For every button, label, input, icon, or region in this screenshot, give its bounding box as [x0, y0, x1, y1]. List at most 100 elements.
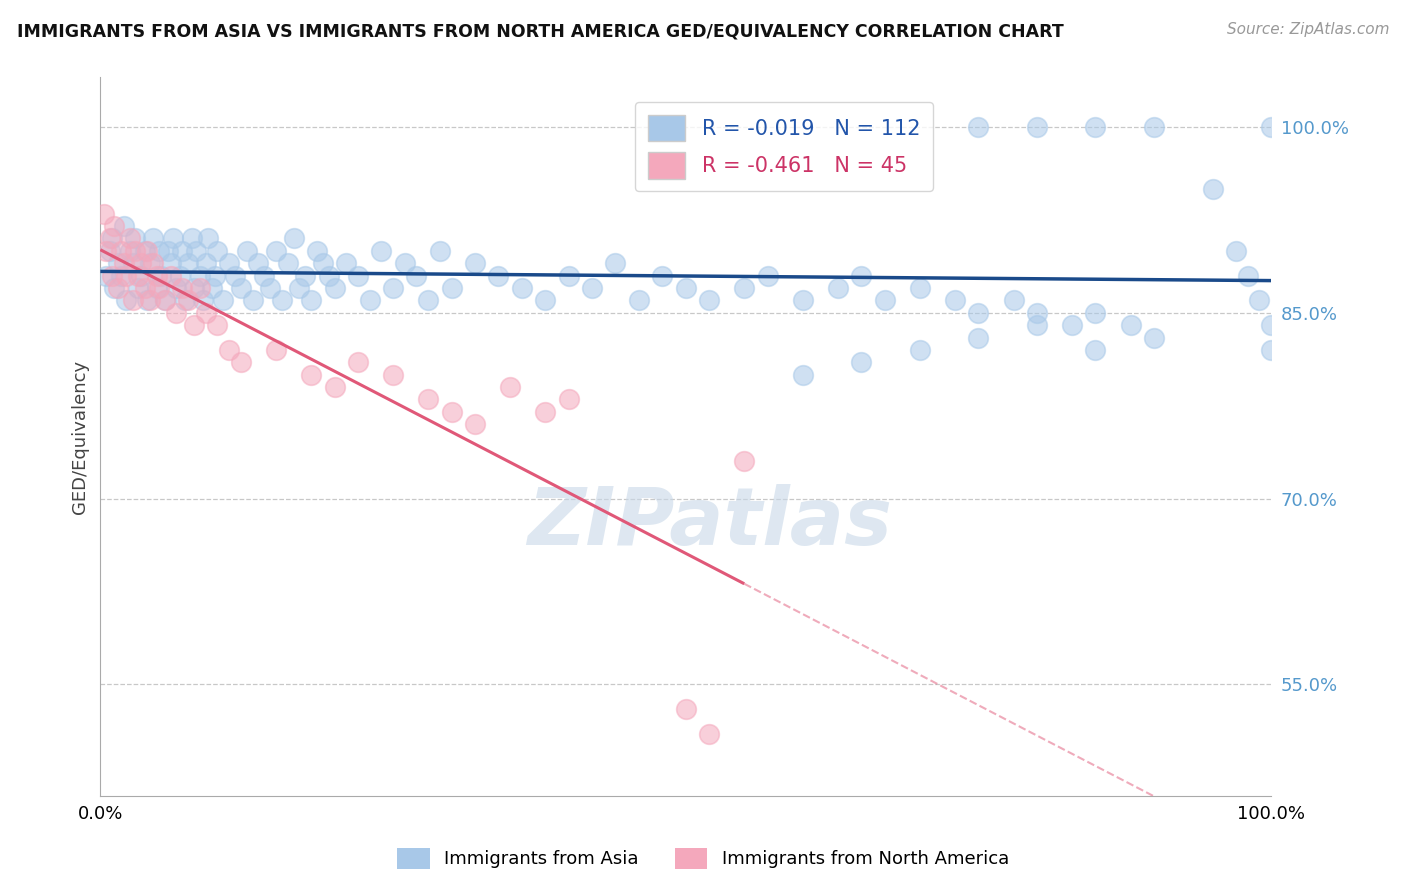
Point — [733, 454, 755, 468]
Text: ZIPatlas: ZIPatlas — [527, 483, 891, 562]
Point — [323, 380, 346, 394]
Point — [418, 392, 440, 407]
Point — [93, 207, 115, 221]
Point — [908, 343, 931, 357]
Point — [157, 244, 180, 258]
Point — [429, 244, 451, 258]
Point — [165, 281, 187, 295]
Point — [229, 281, 252, 295]
Point — [148, 281, 170, 295]
Point — [110, 244, 132, 258]
Point — [150, 268, 173, 283]
Point — [335, 256, 357, 270]
Point — [134, 281, 156, 295]
Point — [204, 268, 226, 283]
Point — [124, 231, 146, 245]
Point — [145, 268, 167, 283]
Point — [134, 244, 156, 258]
Point — [347, 355, 370, 369]
Point — [557, 392, 579, 407]
Text: IMMIGRANTS FROM ASIA VS IMMIGRANTS FROM NORTH AMERICA GED/EQUIVALENCY CORRELATIO: IMMIGRANTS FROM ASIA VS IMMIGRANTS FROM … — [17, 22, 1063, 40]
Point — [122, 256, 145, 270]
Point — [675, 702, 697, 716]
Point — [138, 256, 160, 270]
Point — [112, 256, 135, 270]
Point — [148, 244, 170, 258]
Point — [207, 244, 229, 258]
Point — [312, 256, 335, 270]
Point — [851, 355, 873, 369]
Point — [173, 293, 195, 308]
Point — [675, 281, 697, 295]
Point — [1236, 268, 1258, 283]
Point — [359, 293, 381, 308]
Point — [180, 231, 202, 245]
Point — [1119, 318, 1142, 333]
Point — [347, 268, 370, 283]
Point — [188, 268, 211, 283]
Point — [510, 281, 533, 295]
Point — [908, 281, 931, 295]
Point — [499, 380, 522, 394]
Point — [283, 231, 305, 245]
Point — [122, 293, 145, 308]
Point — [172, 244, 194, 258]
Point — [127, 268, 149, 283]
Point — [101, 268, 124, 283]
Point — [224, 268, 246, 283]
Point — [107, 256, 129, 270]
Point — [235, 244, 257, 258]
Point — [534, 293, 557, 308]
Point — [1260, 318, 1282, 333]
Text: Source: ZipAtlas.com: Source: ZipAtlas.com — [1226, 22, 1389, 37]
Point — [115, 293, 138, 308]
Point — [118, 231, 141, 245]
Point — [145, 281, 167, 295]
Point — [177, 256, 200, 270]
Point — [827, 281, 849, 295]
Point — [394, 256, 416, 270]
Point — [370, 244, 392, 258]
Point — [967, 330, 990, 344]
Point — [127, 281, 149, 295]
Point — [131, 256, 153, 270]
Point — [186, 244, 208, 258]
Point — [1002, 293, 1025, 308]
Point — [299, 368, 322, 382]
Legend: R = -0.019   N = 112, R = -0.461   N = 45: R = -0.019 N = 112, R = -0.461 N = 45 — [636, 103, 932, 191]
Point — [464, 417, 486, 432]
Point — [440, 281, 463, 295]
Point — [1143, 120, 1166, 134]
Point — [605, 256, 627, 270]
Point — [96, 244, 118, 258]
Point — [131, 268, 153, 283]
Point — [183, 281, 205, 295]
Point — [873, 293, 896, 308]
Point — [1260, 343, 1282, 357]
Point — [193, 293, 215, 308]
Point — [294, 268, 316, 283]
Point — [183, 318, 205, 333]
Point — [218, 256, 240, 270]
Point — [96, 268, 118, 283]
Point — [207, 318, 229, 333]
Point — [486, 268, 509, 283]
Point — [305, 244, 328, 258]
Point — [264, 343, 287, 357]
Point — [382, 281, 405, 295]
Point — [967, 120, 990, 134]
Point — [194, 256, 217, 270]
Point — [98, 231, 121, 245]
Point — [101, 231, 124, 245]
Point — [792, 368, 814, 382]
Point — [323, 281, 346, 295]
Point — [299, 293, 322, 308]
Point — [136, 293, 159, 308]
Point — [756, 268, 779, 283]
Point — [288, 281, 311, 295]
Point — [1084, 343, 1107, 357]
Point — [627, 293, 650, 308]
Point — [229, 355, 252, 369]
Y-axis label: GED/Equivalency: GED/Equivalency — [72, 359, 89, 514]
Point — [382, 368, 405, 382]
